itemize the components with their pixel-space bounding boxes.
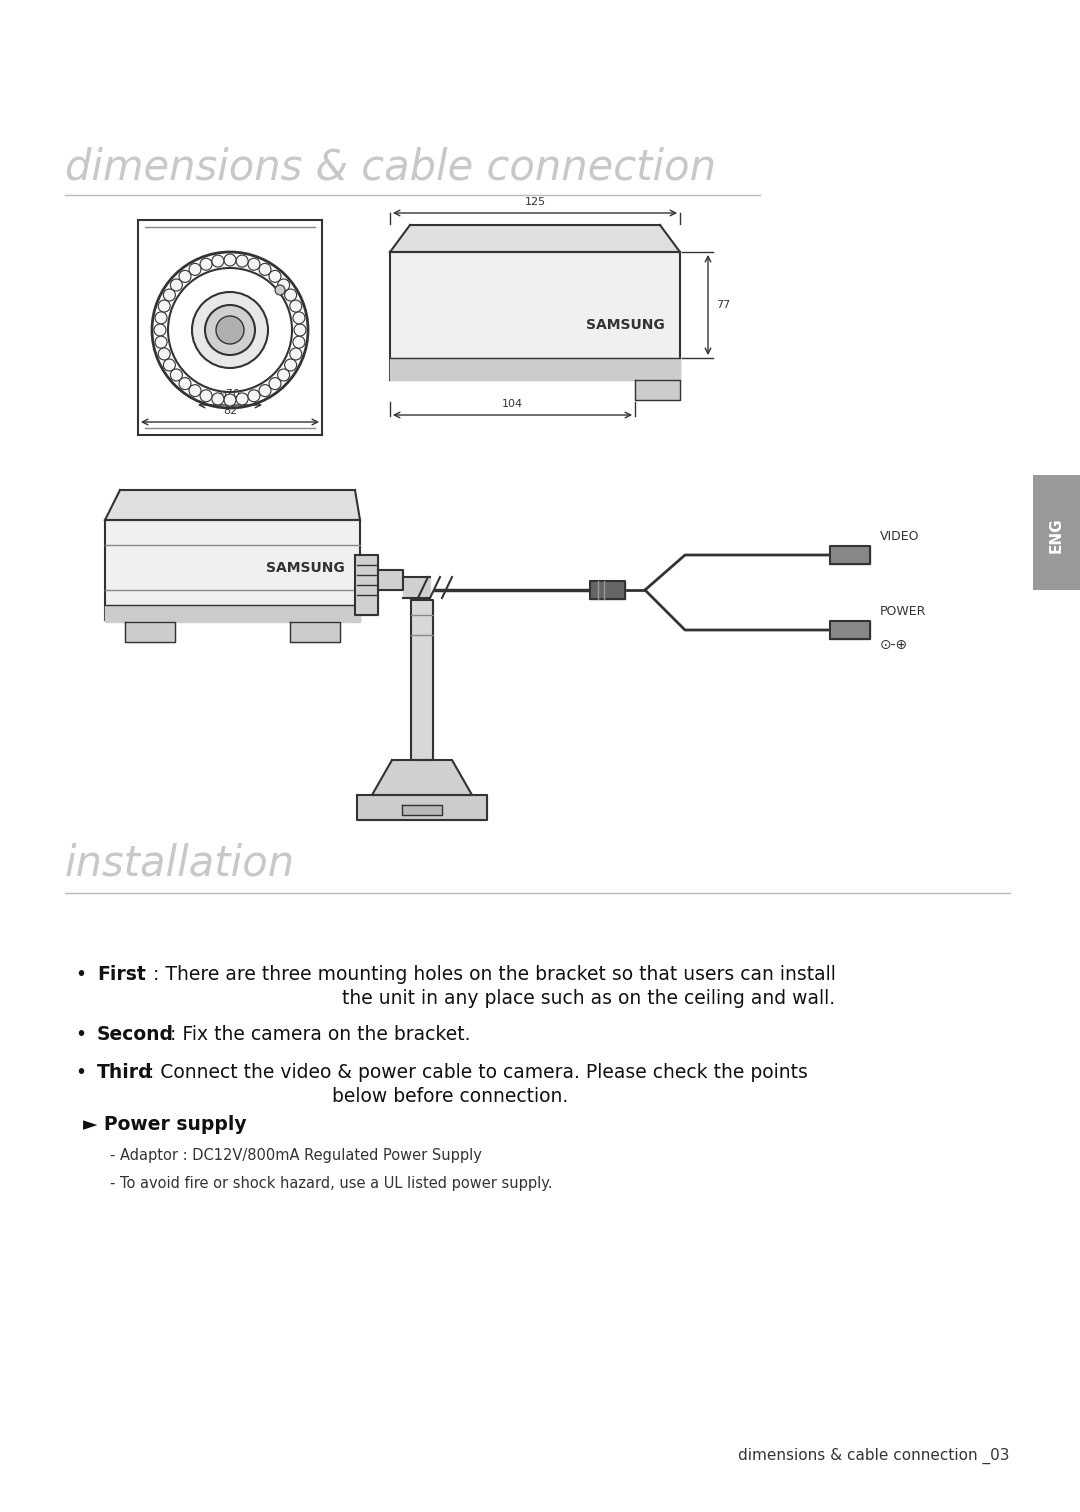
- Polygon shape: [411, 600, 433, 761]
- Circle shape: [294, 324, 306, 336]
- Text: dimensions & cable connection: dimensions & cable connection: [65, 147, 716, 187]
- Circle shape: [212, 393, 224, 405]
- Polygon shape: [357, 795, 487, 820]
- Text: installation: installation: [65, 844, 295, 885]
- Circle shape: [200, 259, 212, 271]
- Text: - Adaptor : DC12V/800mA Regulated Power Supply: - Adaptor : DC12V/800mA Regulated Power …: [110, 1148, 482, 1163]
- Text: 125: 125: [525, 197, 545, 207]
- Circle shape: [275, 284, 285, 295]
- Text: 77: 77: [716, 299, 730, 310]
- Text: - To avoid fire or shock hazard, use a UL listed power supply.: - To avoid fire or shock hazard, use a U…: [110, 1176, 553, 1191]
- Polygon shape: [390, 253, 680, 380]
- Text: dimensions & cable connection _03: dimensions & cable connection _03: [739, 1448, 1010, 1464]
- Circle shape: [293, 336, 305, 348]
- Text: Second: Second: [97, 1025, 174, 1043]
- Circle shape: [156, 336, 167, 348]
- Text: 82: 82: [222, 407, 238, 416]
- Circle shape: [278, 369, 289, 381]
- Circle shape: [269, 378, 281, 390]
- Circle shape: [159, 348, 171, 360]
- Polygon shape: [105, 490, 360, 520]
- Text: •: •: [75, 965, 86, 984]
- Polygon shape: [390, 358, 680, 380]
- Text: the unit in any place such as on the ceiling and wall.: the unit in any place such as on the cei…: [342, 989, 835, 1009]
- Text: ⊙-⊕: ⊙-⊕: [880, 638, 908, 652]
- Polygon shape: [403, 578, 430, 599]
- Circle shape: [293, 311, 305, 324]
- Circle shape: [200, 390, 212, 402]
- Text: : Fix the camera on the bracket.: : Fix the camera on the bracket.: [164, 1025, 471, 1043]
- Circle shape: [285, 358, 297, 370]
- Circle shape: [189, 263, 201, 275]
- Text: SAMSUNG: SAMSUNG: [267, 561, 345, 575]
- Circle shape: [163, 289, 175, 301]
- Circle shape: [212, 256, 224, 268]
- Circle shape: [179, 271, 191, 283]
- Circle shape: [237, 256, 248, 268]
- Text: : There are three mounting holes on the bracket so that users can install: : There are three mounting holes on the …: [147, 965, 836, 984]
- Circle shape: [278, 280, 289, 290]
- Polygon shape: [378, 570, 403, 590]
- Text: ENG: ENG: [1049, 517, 1064, 553]
- Circle shape: [192, 292, 268, 367]
- Bar: [1032, 475, 1080, 590]
- Circle shape: [156, 311, 167, 324]
- Circle shape: [224, 395, 237, 407]
- Polygon shape: [831, 621, 870, 640]
- Text: ø70: ø70: [219, 389, 241, 399]
- Polygon shape: [372, 761, 472, 795]
- Polygon shape: [125, 621, 175, 643]
- Text: POWER: POWER: [880, 605, 927, 618]
- Polygon shape: [831, 546, 870, 564]
- Circle shape: [289, 348, 301, 360]
- Circle shape: [289, 299, 301, 311]
- Circle shape: [154, 324, 166, 336]
- Circle shape: [171, 369, 183, 381]
- Polygon shape: [390, 225, 680, 253]
- Circle shape: [248, 390, 260, 402]
- Circle shape: [189, 384, 201, 396]
- Polygon shape: [590, 581, 625, 599]
- Text: SAMSUNG: SAMSUNG: [586, 318, 665, 333]
- Text: Third: Third: [97, 1063, 152, 1083]
- Circle shape: [205, 305, 255, 355]
- Circle shape: [171, 280, 183, 290]
- Circle shape: [224, 254, 237, 266]
- Circle shape: [237, 393, 248, 405]
- Circle shape: [159, 299, 171, 311]
- Circle shape: [285, 289, 297, 301]
- Circle shape: [216, 316, 244, 345]
- Text: ► Power supply: ► Power supply: [83, 1114, 246, 1134]
- Polygon shape: [635, 380, 680, 401]
- Text: •: •: [75, 1063, 86, 1083]
- Text: 104: 104: [502, 399, 523, 410]
- Polygon shape: [355, 555, 378, 615]
- Text: First: First: [97, 965, 146, 984]
- Circle shape: [269, 271, 281, 283]
- Polygon shape: [291, 621, 340, 643]
- Circle shape: [179, 378, 191, 390]
- Polygon shape: [105, 605, 360, 621]
- Text: : Connect the video & power cable to camera. Please check the points: : Connect the video & power cable to cam…: [141, 1063, 808, 1083]
- Text: •: •: [75, 1025, 86, 1043]
- Circle shape: [163, 358, 175, 370]
- Circle shape: [259, 384, 271, 396]
- Circle shape: [259, 263, 271, 275]
- Text: below before connection.: below before connection.: [332, 1087, 568, 1105]
- Polygon shape: [402, 804, 442, 815]
- Circle shape: [248, 259, 260, 271]
- Text: VIDEO: VIDEO: [880, 531, 919, 543]
- Polygon shape: [105, 520, 360, 620]
